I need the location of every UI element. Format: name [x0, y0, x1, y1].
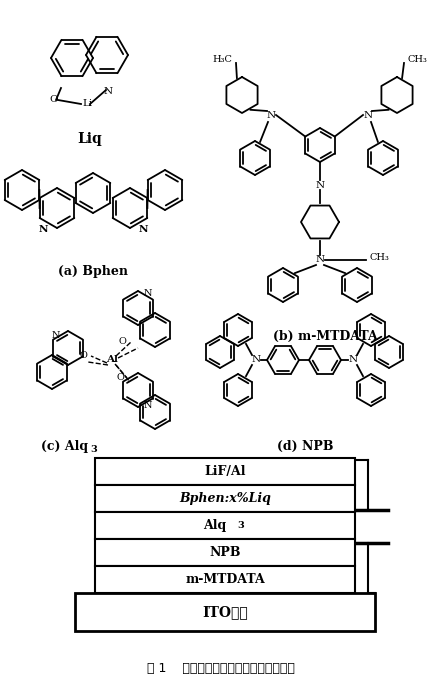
- Text: Bphen:x%Liq: Bphen:x%Liq: [179, 492, 271, 505]
- Text: Liq: Liq: [78, 132, 102, 146]
- Text: 图 1    主要有机材料的分子式及器件结构: 图 1 主要有机材料的分子式及器件结构: [147, 661, 295, 674]
- Text: O: O: [118, 338, 126, 346]
- Text: 3: 3: [237, 521, 244, 530]
- Text: N: N: [144, 401, 152, 410]
- Text: CH₃: CH₃: [370, 254, 390, 263]
- Text: (c) Alq: (c) Alq: [41, 440, 88, 453]
- Text: N: N: [315, 255, 325, 265]
- Text: Alq: Alq: [203, 519, 227, 532]
- Bar: [95, 539, 355, 566]
- Text: ITO玻璃: ITO玻璃: [202, 605, 248, 619]
- Text: m-MTDATA: m-MTDATA: [185, 573, 265, 586]
- Text: N: N: [52, 331, 60, 340]
- Text: LiF/Al: LiF/Al: [204, 465, 246, 478]
- Text: (a) Bphen: (a) Bphen: [58, 265, 128, 278]
- Text: O: O: [79, 351, 87, 359]
- Text: N: N: [349, 355, 358, 364]
- Bar: [95, 458, 355, 485]
- Text: N: N: [144, 289, 152, 298]
- Text: H₃C: H₃C: [212, 56, 232, 64]
- Text: N: N: [252, 355, 260, 364]
- Bar: [95, 485, 355, 512]
- Text: N: N: [363, 110, 373, 119]
- Text: N: N: [266, 110, 276, 119]
- Text: CH₃: CH₃: [408, 56, 428, 64]
- Text: O: O: [116, 373, 124, 383]
- Text: NPB: NPB: [209, 546, 241, 559]
- Text: (b) m-MTDATA: (b) m-MTDATA: [272, 330, 377, 343]
- Bar: [95, 566, 355, 593]
- Text: N: N: [103, 88, 113, 97]
- Text: N: N: [138, 226, 148, 235]
- Text: 3: 3: [90, 445, 97, 454]
- Bar: [95, 512, 355, 539]
- Text: O: O: [50, 95, 58, 104]
- Text: Li: Li: [82, 99, 92, 108]
- Text: Al: Al: [106, 355, 118, 364]
- Bar: [75, 593, 375, 631]
- Text: (d) NPB: (d) NPB: [277, 440, 333, 453]
- Text: N: N: [315, 180, 325, 189]
- Text: N: N: [38, 226, 48, 235]
